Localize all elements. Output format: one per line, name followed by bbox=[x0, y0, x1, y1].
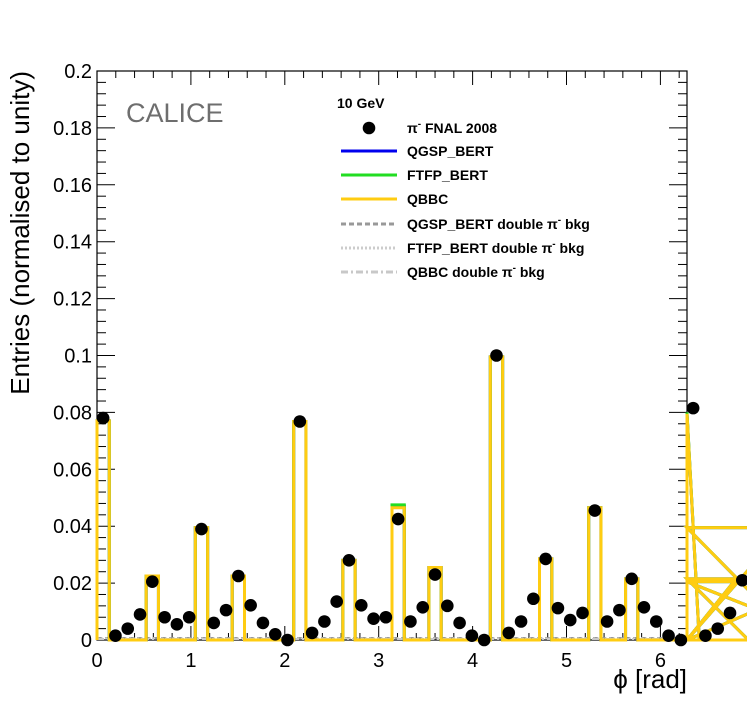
y-axis-title: Entries (normalised to unity) bbox=[5, 71, 35, 395]
y-tick-label: 0.2 bbox=[64, 61, 92, 83]
series-qbbc bbox=[95, 355, 747, 642]
data-point bbox=[625, 572, 638, 586]
data-point bbox=[96, 411, 110, 425]
legend-label: QGSP_BERT bbox=[407, 143, 494, 159]
legend-label: QBBC bbox=[407, 191, 448, 207]
legend-bkg-label: QGSP_BERT double π- bkg bbox=[407, 215, 590, 232]
data-point bbox=[736, 573, 747, 587]
data-point bbox=[662, 629, 675, 643]
data-point bbox=[268, 628, 282, 641]
y-tick-label: 0.14 bbox=[53, 232, 92, 254]
data-point bbox=[133, 608, 147, 621]
data-point bbox=[711, 622, 725, 635]
data-point bbox=[699, 629, 712, 643]
data-point bbox=[170, 618, 184, 631]
data-point bbox=[109, 629, 122, 643]
data-point bbox=[318, 615, 331, 628]
data-point bbox=[441, 599, 454, 613]
y-tick-label: 0.06 bbox=[53, 459, 92, 481]
data-point bbox=[367, 612, 380, 625]
legend-header: 10 GeV bbox=[337, 95, 385, 111]
legend-data-marker bbox=[362, 121, 376, 135]
data-point bbox=[404, 615, 417, 628]
data-point bbox=[391, 512, 405, 526]
x-tick-label: 1 bbox=[185, 650, 196, 672]
data-point bbox=[195, 522, 208, 536]
legend-bkg-label: FTFP_BERT double π- bkg bbox=[407, 239, 584, 256]
data-point bbox=[514, 615, 528, 628]
data-point bbox=[563, 613, 577, 627]
legend-label-data: π- FNAL 2008 bbox=[407, 119, 497, 136]
data-point bbox=[158, 610, 171, 624]
data-point bbox=[490, 349, 503, 362]
data-point bbox=[613, 603, 626, 617]
x-tick-label: 5 bbox=[561, 650, 572, 672]
data-point bbox=[674, 633, 688, 647]
data-point bbox=[219, 603, 233, 617]
data-point bbox=[477, 633, 491, 647]
data-point bbox=[416, 600, 430, 614]
y-tick-labels: 0 0.02 0.04 0.06 0.08 0.1 0.12 0.14 0.16 0.18 0.2 bbox=[53, 61, 92, 652]
y-tick-label: 0.08 bbox=[53, 402, 92, 424]
data-point bbox=[588, 504, 602, 517]
data-point bbox=[379, 610, 393, 624]
data-point bbox=[146, 575, 159, 588]
data-point bbox=[232, 569, 245, 583]
data-point bbox=[649, 615, 663, 628]
y-tick-label: 0.16 bbox=[53, 175, 92, 197]
y-tick-label: 0 bbox=[81, 630, 92, 652]
y-tick-label: 0.02 bbox=[53, 573, 92, 595]
data-point bbox=[465, 629, 479, 643]
data-point bbox=[281, 633, 294, 647]
data-point bbox=[207, 616, 221, 630]
data-point bbox=[723, 606, 737, 620]
axis-ticks bbox=[96, 70, 687, 641]
x-tick-label: 6 bbox=[655, 650, 666, 672]
data-point bbox=[637, 600, 651, 614]
legend-bkg-label: QBBC double π- bkg bbox=[407, 263, 545, 280]
legend: 10 GeV π- FNAL 2008 QGSP_BERT FTFP_BERT QBB… bbox=[337, 95, 590, 280]
x-tick-label: 4 bbox=[467, 650, 478, 672]
data-point bbox=[539, 552, 552, 566]
x-tick-label: 3 bbox=[373, 650, 384, 672]
data-point bbox=[256, 616, 270, 630]
x-axis-title: ϕ [rad] bbox=[613, 664, 687, 694]
data-point bbox=[342, 554, 356, 567]
data-point bbox=[600, 615, 614, 628]
data-point bbox=[551, 601, 565, 615]
data-point bbox=[428, 568, 442, 581]
data-point bbox=[527, 592, 540, 606]
y-tick-label: 0.12 bbox=[53, 289, 92, 311]
x-tick-label: 0 bbox=[91, 650, 102, 672]
data-point bbox=[121, 622, 135, 635]
x-tick-labels: 0 1 2 3 4 5 6 bbox=[91, 650, 666, 672]
data-point bbox=[244, 598, 257, 612]
data-points bbox=[96, 349, 747, 647]
data-point bbox=[354, 598, 368, 612]
y-tick-label: 0.18 bbox=[53, 118, 92, 140]
y-tick-label: 0.1 bbox=[64, 346, 92, 368]
data-point bbox=[330, 595, 343, 608]
data-point bbox=[453, 616, 466, 630]
data-point bbox=[305, 626, 319, 640]
data-point bbox=[182, 610, 196, 624]
data-point bbox=[293, 415, 307, 428]
calice-label: CALICE bbox=[126, 98, 224, 128]
data-point bbox=[686, 401, 700, 415]
legend-label: FTFP_BERT bbox=[407, 167, 488, 183]
data-point bbox=[502, 626, 516, 640]
data-point bbox=[576, 606, 589, 620]
mc-series bbox=[95, 355, 747, 642]
x-tick-label: 2 bbox=[279, 650, 290, 672]
y-tick-label: 0.04 bbox=[53, 516, 92, 538]
